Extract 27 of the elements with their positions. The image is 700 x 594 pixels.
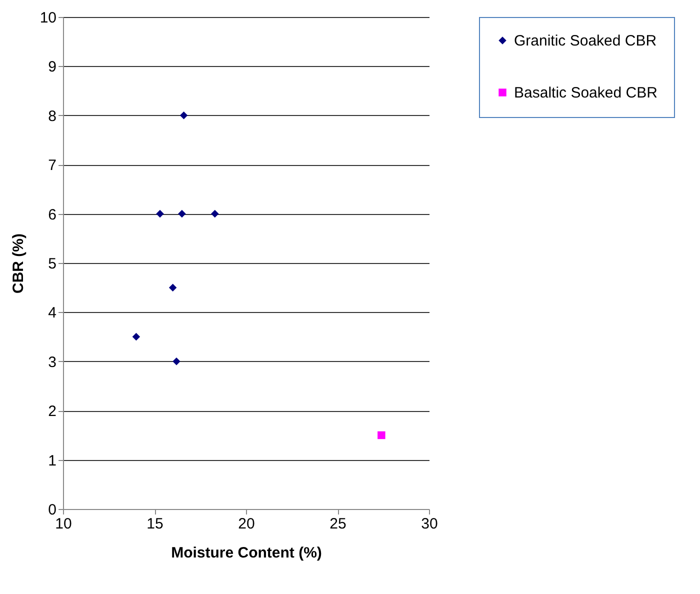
- legend-label: Granitic Soaked CBR: [514, 32, 657, 50]
- y-tick-label: 4: [48, 304, 56, 322]
- y-tick-label: 3: [48, 354, 56, 371]
- y-tick-label: 2: [48, 403, 56, 420]
- y-tick-label: 1: [48, 452, 56, 470]
- y-tick-label: 7: [48, 157, 56, 174]
- y-tick-label: 10: [40, 10, 56, 26]
- legend-label: Basaltic Soaked CBR: [514, 84, 658, 102]
- y-tick-label: 0: [48, 502, 56, 518]
- point: [180, 112, 188, 120]
- y-tick-label: 9: [48, 58, 56, 76]
- y-tick-label: 8: [48, 108, 56, 125]
- point: [211, 210, 219, 218]
- x-axis-title: Moisture Content (%): [171, 544, 322, 562]
- point: [172, 358, 180, 366]
- point: [178, 210, 186, 218]
- y-axis-title: CBR (%): [10, 234, 27, 294]
- point: [132, 332, 140, 341]
- point: [168, 284, 177, 292]
- y-tick-label: 6: [48, 206, 56, 224]
- x-tick-label: 15: [146, 516, 164, 532]
- point: [378, 431, 386, 440]
- y-tick-label: 5: [48, 256, 56, 272]
- x-tick-label: 30: [421, 516, 438, 532]
- x-tick-label: 20: [238, 516, 255, 532]
- x-tick-label: 25: [330, 516, 346, 532]
- point: [156, 210, 164, 218]
